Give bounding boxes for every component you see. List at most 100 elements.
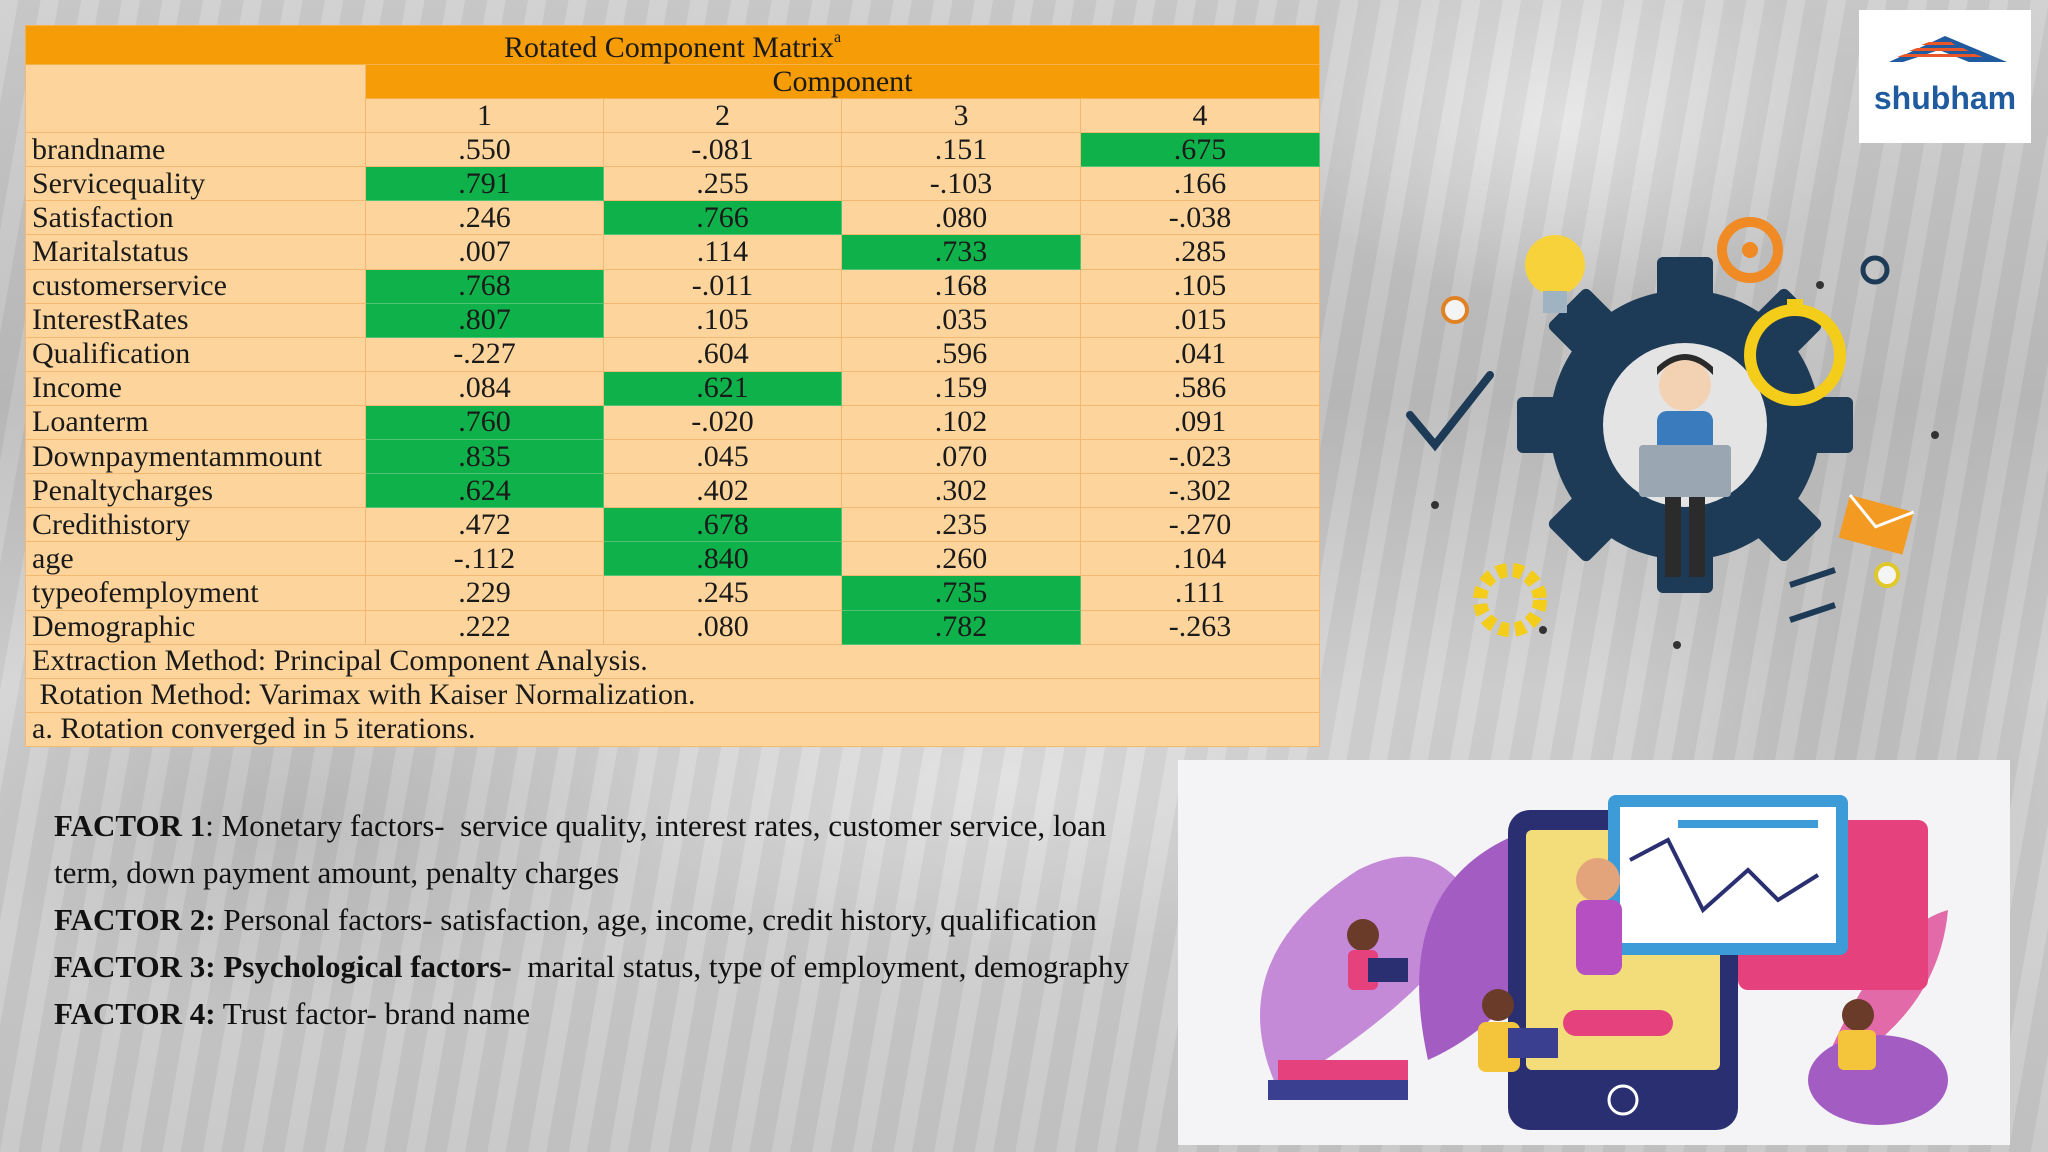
column-header: 1 (365, 98, 604, 134)
gear-with-person-laptop-icon (1395, 205, 1955, 675)
loading-cell: .007 (365, 234, 604, 270)
loading-cell: .255 (603, 166, 842, 202)
factor-label: FACTOR 4: (54, 996, 216, 1031)
loading-cell: .302 (841, 473, 1081, 509)
row-label: customerservice (25, 268, 366, 304)
loading-cell-highlighted: .621 (603, 370, 842, 406)
loading-cell: .015 (1079, 302, 1321, 338)
loading-cell: -.263 (1079, 609, 1321, 645)
logo-text: shubham (1873, 80, 2017, 116)
row-label: Servicequality (25, 166, 366, 202)
table-row: Penaltycharges .624.402.302 -.302 (25, 473, 1321, 509)
loading-cell-highlighted: .624 (365, 473, 604, 509)
loading-cell: -.270 (1079, 507, 1321, 543)
table-row: Satisfaction .246.766.080 -.038 (25, 200, 1321, 236)
loading-cell: .222 (365, 609, 604, 645)
component-number-row: 1 2 3 4 (26, 98, 1321, 134)
factor-summary: FACTOR 1: Monetary factors- service qual… (54, 802, 1144, 1037)
factor-label: FACTOR 2: (54, 902, 216, 937)
factor-description: : Monetary factors- service quality, int… (54, 808, 1114, 890)
row-label: age (25, 541, 366, 577)
matrix-title: Rotated Component Matrixa (24, 25, 1321, 65)
row-label: InterestRates (25, 302, 366, 338)
factor-line: FACTOR 3: Psychological factors- marital… (54, 943, 1144, 990)
table-row: customerservice .768 -.011.168.105 (25, 268, 1321, 304)
matrix-footnote: Rotation Method: Varimax with Kaiser Nor… (24, 677, 1321, 713)
loading-cell: .550 (365, 132, 604, 168)
table-row: Loanterm .760 -.020.102.091 (25, 404, 1321, 441)
loading-cell: .045 (603, 439, 842, 475)
row-label: Qualification (25, 336, 366, 372)
loading-cell: .285 (1079, 234, 1321, 270)
loading-cell: .604 (603, 336, 842, 372)
loading-cell-highlighted: .840 (603, 541, 842, 577)
row-label: Income (25, 370, 366, 406)
loading-cell-highlighted: .791 (365, 166, 604, 202)
row-label: brandname (25, 132, 366, 168)
loading-cell-highlighted: .766 (603, 200, 842, 236)
loading-cell: .035 (841, 302, 1081, 338)
row-label: Downpaymentammount (25, 439, 366, 475)
factor-description: marital status, type of employment, demo… (511, 949, 1130, 984)
loading-cell-highlighted: .675 (1079, 132, 1321, 168)
column-header: 3 (841, 98, 1081, 134)
loading-cell: .229 (365, 575, 604, 611)
matrix-footnote: Extraction Method: Principal Component A… (24, 643, 1321, 679)
component-header: Component (364, 63, 1321, 100)
note-row: a. Rotation converged in 5 iterations. (24, 711, 1321, 747)
loading-cell: .596 (841, 336, 1081, 372)
table-row: Maritalstatus .007.114.733.285 (25, 234, 1321, 270)
factor-description: Personal factors- satisfaction, age, inc… (215, 902, 1097, 937)
loading-cell: .245 (603, 575, 842, 611)
roof-icon (1889, 36, 2007, 62)
loading-cell: -.103 (841, 166, 1081, 202)
loading-cell-highlighted: .835 (365, 439, 604, 475)
loading-cell: -.038 (1079, 200, 1321, 236)
people-with-tablet-chart-icon (1178, 760, 2010, 1145)
table-row: Credithistory .472.678.235 -.270 (25, 507, 1321, 543)
table-row: brandname .550 -.081.151.675 (25, 132, 1321, 168)
column-header: 4 (1079, 98, 1321, 134)
table-row: Qualification -.227.604.596.041 (25, 336, 1321, 372)
loading-cell: .111 (1079, 575, 1321, 611)
loading-cell: .235 (841, 507, 1081, 543)
loading-cell-highlighted: .735 (841, 575, 1081, 611)
loading-cell: .080 (841, 200, 1081, 236)
loading-cell: .104 (1079, 541, 1321, 577)
row-label: Satisfaction (25, 200, 366, 236)
loading-cell: .159 (841, 370, 1081, 406)
loading-cell-highlighted: .760 (365, 404, 604, 441)
loading-cell: -.112 (365, 541, 604, 577)
loading-cell: .472 (365, 507, 604, 543)
loading-cell-highlighted: .807 (365, 302, 604, 338)
loading-cell: -.302 (1079, 473, 1321, 509)
loading-cell: .586 (1079, 370, 1321, 406)
table-row: InterestRates .807.105.035.015 (25, 302, 1321, 338)
row-label: Loanterm (25, 404, 366, 441)
matrix-corner (25, 63, 366, 134)
brand-logo: shubham (1859, 10, 2031, 143)
table-row: typeofemployment .229.245.735.111 (25, 575, 1321, 611)
loading-cell: .151 (841, 132, 1081, 168)
column-header: 2 (603, 98, 842, 134)
factor-label: FACTOR 3: Psychological factors- (54, 949, 512, 984)
loading-cell: -.227 (365, 336, 604, 372)
factor-label: FACTOR 1 (54, 808, 206, 843)
loading-cell: -.081 (603, 132, 842, 168)
loading-cell: .260 (841, 541, 1081, 577)
table-row: Demographic .222.080.782 -.263 (25, 609, 1321, 645)
factor-line: FACTOR 4: Trust factor- brand name (54, 990, 1144, 1037)
loading-cell: .105 (603, 302, 842, 338)
loading-cell: -.023 (1079, 439, 1321, 475)
note-row: Extraction Method: Principal Component A… (24, 643, 1321, 679)
loading-cell: .114 (603, 234, 842, 270)
loading-cell: -.011 (603, 268, 842, 304)
row-label: Demographic (25, 609, 366, 645)
factor-description: Trust factor- brand name (215, 996, 531, 1031)
loading-cell: .091 (1079, 404, 1321, 441)
table-row: Income .084.621.159.586 (25, 370, 1321, 406)
table-row: age -.112.840.260.104 (25, 541, 1321, 577)
row-label: typeofemployment (25, 575, 366, 611)
loading-cell: .246 (365, 200, 604, 236)
loading-cell: -.020 (603, 404, 842, 441)
